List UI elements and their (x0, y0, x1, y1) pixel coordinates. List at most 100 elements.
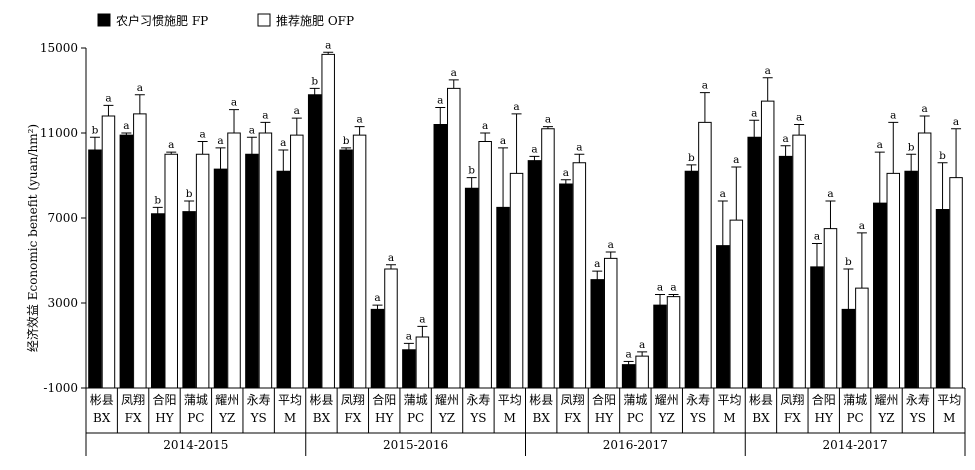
category-label-zh: 平均 (278, 393, 302, 407)
category-label-zh: 合阳 (592, 392, 616, 407)
significance-letter-fp: a (500, 135, 506, 147)
category-label-zh: 永寿 (247, 393, 271, 407)
group-label: 2014-2017 (823, 438, 888, 452)
bar-ofp (917, 132, 932, 389)
group-label: 2015-2016 (383, 438, 448, 452)
bar-ofp (321, 53, 335, 389)
bar-ofp (447, 87, 461, 389)
bar-fp (904, 170, 918, 389)
significance-letter-fp: a (406, 330, 412, 342)
category-label-zh: 永寿 (686, 393, 710, 407)
bar-fp (527, 160, 542, 389)
category-label-zh: 凤翔 (121, 393, 145, 407)
significance-letter-ofp: a (231, 97, 237, 109)
category-label-zh: 耀州 (655, 393, 679, 407)
significance-letter-fp: a (123, 120, 129, 132)
category-label-en: BX (533, 411, 551, 425)
error-bars (89, 51, 962, 365)
significance-letter-fp: b (311, 75, 318, 87)
bar-ofp (415, 336, 430, 389)
y-tick-label: 7000 (47, 211, 78, 225)
category-label-en: PC (407, 411, 424, 425)
category-label-zh: 凤翔 (780, 393, 804, 407)
significance-letter-ofp: a (859, 220, 865, 232)
bar-ofp (603, 257, 618, 389)
category-label-en: M (284, 411, 296, 425)
significance-letter-ofp: a (137, 82, 143, 94)
category-label-zh: 彬县 (90, 393, 114, 407)
bar-fp (182, 211, 196, 389)
category-label-en: YZ (658, 411, 675, 425)
bar-ofp (855, 287, 869, 389)
category-label-zh: 耀州 (875, 393, 899, 407)
category-label-en: HY (155, 411, 174, 425)
significance-letter-fp: b (186, 188, 193, 200)
category-label-en: YZ (877, 411, 894, 425)
category-label-en: BX (93, 411, 111, 425)
bar-fp (339, 149, 353, 389)
significance-letter-fp: b (908, 141, 915, 153)
bar-fp (245, 153, 259, 389)
category-label-zh: 平均 (718, 393, 742, 407)
significance-letter-fp: a (657, 282, 663, 294)
bar-fp (559, 183, 573, 389)
bar-fp (88, 149, 102, 389)
category-label-en: FX (564, 411, 581, 425)
significance-letter-fp: a (625, 348, 631, 360)
bar-ofp (258, 132, 273, 389)
significance-letter-fp: b (845, 256, 852, 268)
legend: 农户习惯施肥 FP 推荐施肥 OFP (97, 13, 354, 28)
category-label-en: FX (344, 411, 361, 425)
significance-letter-fp: a (720, 188, 726, 200)
category-label-zh: 凤翔 (561, 393, 585, 407)
bar-fp (684, 170, 699, 389)
bar-ofp (384, 268, 398, 389)
significance-letter-ofp: a (199, 129, 205, 141)
legend-swatch-fp (97, 13, 111, 27)
bar-fp (935, 209, 950, 389)
category-label-en: YS (250, 411, 267, 425)
bar-fp (119, 134, 134, 389)
bar-fp (590, 279, 604, 389)
significance-letter-ofp: a (451, 67, 457, 79)
category-label-en: PC (627, 411, 644, 425)
category-label-en: BX (313, 411, 331, 425)
bar-ofp (886, 172, 901, 389)
category-label-en: YZ (438, 411, 455, 425)
legend-swatch-ofp (257, 13, 271, 27)
significance-letter-fp: b (688, 152, 695, 164)
legend-label-ofp: 推荐施肥 OFP (276, 14, 354, 28)
category-label-zh: 永寿 (466, 393, 490, 407)
category-label-zh: 平均 (498, 393, 522, 407)
significance-letter-ofp: a (670, 282, 676, 294)
significance-letter-fp: a (531, 143, 537, 155)
significance-letter-fp: a (280, 137, 286, 149)
bar-ofp (823, 228, 838, 389)
significance-letter-ofp: a (576, 141, 582, 153)
significance-letter-ofp: a (639, 339, 645, 351)
category-label-zh: 蒲城 (404, 393, 428, 407)
significance-letter-ofp: a (765, 65, 771, 77)
bar-ofp (760, 100, 775, 389)
legend-label-fp: 农户习惯施肥 FP (116, 13, 208, 28)
category-label-en: HY (595, 411, 614, 425)
bar-fp (873, 202, 887, 389)
significance-letter-ofp: a (388, 252, 394, 264)
category-label-en: YS (689, 411, 706, 425)
bar-ofp (509, 172, 524, 389)
significance-letter-ofp: a (702, 80, 708, 92)
bar-fp (370, 308, 385, 389)
category-label-zh: 平均 (937, 393, 961, 407)
significance-letter-fp: b (939, 150, 946, 162)
category-label-zh: 合阳 (372, 392, 396, 407)
significance-letter-ofp: a (796, 112, 802, 124)
category-label-zh: 蒲城 (184, 393, 208, 407)
significance-letter-fp: a (374, 292, 380, 304)
category-label-en: HY (815, 411, 834, 425)
category-label-en: PC (187, 411, 204, 425)
bar-ofp (635, 355, 649, 389)
bar-ofp (352, 134, 367, 389)
significance-letter-ofp: a (733, 154, 739, 166)
significance-letter-fp: a (877, 139, 883, 151)
bar-ofp (133, 113, 147, 389)
